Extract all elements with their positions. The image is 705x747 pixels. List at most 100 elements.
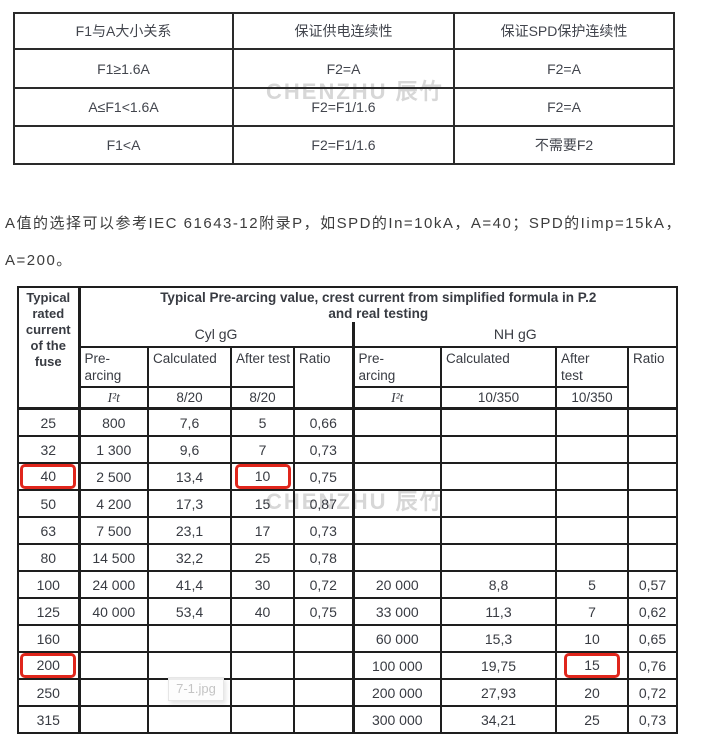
unit-cyl-aftertest-waveform: 8/20 bbox=[230, 386, 295, 410]
table-row: 250 200 000 27,93 20 0,72 bbox=[17, 678, 679, 707]
cell-cyl-calculated: 53,4 bbox=[147, 597, 232, 626]
cell-rated-current: 125 bbox=[17, 597, 81, 626]
cell-cyl-prearcing: 7 500 bbox=[78, 516, 149, 545]
cell-nh-ratio bbox=[626, 489, 679, 518]
cell-nh-calculated bbox=[440, 543, 557, 572]
table-row: 200 100 000 19,75 15 0,76 bbox=[17, 651, 679, 680]
subheader-nh-ratio: Ratio bbox=[626, 346, 679, 410]
f1-a-relation-table: F1与A大小关系 保证供电连续性 保证SPD保护连续性 F1≥1.6A F2=A… bbox=[13, 12, 675, 165]
table-row: 160 60 000 15,3 10 0,65 bbox=[17, 624, 679, 653]
cell-nh-ratio bbox=[626, 462, 679, 491]
cell-nh-calculated bbox=[440, 462, 557, 491]
red-highlight-box: 40 bbox=[20, 464, 77, 489]
cell-nh-calculated: 19,75 bbox=[440, 651, 557, 680]
cell-nh-aftertest-highlighted: 15 bbox=[555, 651, 629, 680]
cell-rated-current: 63 bbox=[17, 516, 81, 545]
cell-cyl-calculated: 32,2 bbox=[147, 543, 232, 572]
unit-nh-aftertest-waveform: 10/350 bbox=[555, 386, 629, 410]
cell-nh-prearcing bbox=[352, 489, 442, 518]
cell-cyl-ratio: 0,75 bbox=[293, 462, 355, 491]
cell-cyl-aftertest: 15 bbox=[230, 489, 295, 518]
cell-nh-aftertest bbox=[555, 516, 629, 545]
cell-nh-aftertest: 5 bbox=[555, 570, 629, 599]
cell-rated-current: 160 bbox=[17, 624, 81, 653]
cell-nh-calculated bbox=[440, 435, 557, 464]
cell-cyl-aftertest: 7 bbox=[230, 435, 295, 464]
cell-nh-ratio bbox=[626, 407, 679, 437]
relation-header-f1-a: F1与A大小关系 bbox=[13, 12, 234, 50]
table-row: 50 4 200 17,3 15 0,87 bbox=[17, 489, 679, 518]
red-highlight-box: 10 bbox=[234, 464, 291, 489]
cell-nh-ratio bbox=[626, 543, 679, 572]
relation-cell: F2=A bbox=[232, 48, 455, 89]
cell-cyl-ratio: 0,73 bbox=[293, 435, 355, 464]
paragraph-line: A=200。 bbox=[5, 252, 73, 269]
relation-cell: F2=F1/1.6 bbox=[232, 87, 455, 127]
cell-rated-current: 315 bbox=[17, 705, 81, 734]
table-row: 315 300 000 34,21 25 0,73 bbox=[17, 705, 679, 734]
group-header-cyl-gg: Cyl gG bbox=[78, 322, 355, 348]
table-row: 100 24 000 41,4 30 0,72 20 000 8,8 5 0,5… bbox=[17, 570, 679, 599]
cell-cyl-calculated: 9,6 bbox=[147, 435, 232, 464]
cell-cyl-calculated bbox=[147, 651, 232, 680]
unit-cyl-i2t: I²t bbox=[78, 386, 149, 410]
cell-cyl-aftertest: 17 bbox=[230, 516, 295, 545]
cell-rated-current-highlighted: 200 bbox=[17, 651, 81, 680]
cell-nh-prearcing: 200 000 bbox=[352, 678, 442, 707]
cell-rated-current: 25 bbox=[17, 407, 81, 437]
cell-nh-aftertest: 7 bbox=[555, 597, 629, 626]
table-row: 25 800 7,6 5 0,66 bbox=[17, 407, 679, 437]
relation-cell: A≤F1<1.6A bbox=[13, 87, 234, 127]
cell-nh-aftertest bbox=[555, 543, 629, 572]
cell-cyl-aftertest-highlighted: 10 bbox=[230, 462, 295, 491]
subheader-cyl-aftertest: After test bbox=[230, 346, 295, 388]
cell-cyl-aftertest bbox=[230, 705, 295, 734]
relation-header-power-continuity: 保证供电连续性 bbox=[232, 12, 455, 50]
cell-cyl-calculated: 17,3 bbox=[147, 489, 232, 518]
subheader-cyl-calculated: Calculated bbox=[147, 346, 232, 388]
cell-nh-aftertest: 25 bbox=[555, 705, 629, 734]
cell-nh-aftertest bbox=[555, 435, 629, 464]
cell-cyl-aftertest: 5 bbox=[230, 407, 295, 437]
cell-cyl-calculated bbox=[147, 705, 232, 734]
cell-cyl-aftertest bbox=[230, 678, 295, 707]
cell-cyl-prearcing: 1 300 bbox=[78, 435, 149, 464]
cell-nh-aftertest: 10 bbox=[555, 624, 629, 653]
cell-cyl-ratio: 0,78 bbox=[293, 543, 355, 572]
cell-cyl-ratio bbox=[293, 651, 355, 680]
relation-cell: F1≥1.6A bbox=[13, 48, 234, 89]
unit-cyl-calculated-waveform: 8/20 bbox=[147, 386, 232, 410]
subheader-cyl-prearcing: Pre-arcing bbox=[78, 346, 149, 388]
fuse-subheader-row: Pre-arcing Calculated After test Ratio P… bbox=[18, 346, 679, 410]
cell-cyl-calculated: 7,6 bbox=[147, 407, 232, 437]
table-row: A≤F1<1.6A F2=F1/1.6 F2=A bbox=[13, 87, 675, 127]
fuse-table-title: Typical Pre-arcing value, crest current … bbox=[77, 286, 679, 322]
fuse-title-line1: Typical Pre-arcing value, crest current … bbox=[160, 290, 597, 305]
table-row: 40 2 500 13,4 10 0,75 bbox=[17, 462, 679, 491]
cell-nh-prearcing: 33 000 bbox=[352, 597, 442, 626]
paragraph-line: A值的选择可以参考IEC 61643-12附录P，如SPD的In=10kA，A=… bbox=[5, 215, 682, 232]
cell-nh-calculated: 34,21 bbox=[440, 705, 557, 734]
cell-cyl-prearcing bbox=[78, 705, 149, 734]
cell-cyl-aftertest bbox=[230, 651, 295, 680]
cell-nh-prearcing bbox=[352, 435, 442, 464]
cell-cyl-prearcing: 40 000 bbox=[78, 597, 149, 626]
cell-rated-current: 250 bbox=[17, 678, 81, 707]
red-highlight-box: 200 bbox=[20, 653, 77, 678]
cell-rated-current: 32 bbox=[17, 435, 81, 464]
fuse-corner-header: Typical rated current of the fuse bbox=[17, 286, 81, 410]
cell-nh-prearcing: 100 000 bbox=[352, 651, 442, 680]
relation-cell: 不需要F2 bbox=[453, 125, 675, 165]
subheader-nh-aftertest: After test bbox=[555, 346, 629, 388]
subheader-nh-calculated: Calculated bbox=[440, 346, 557, 388]
cell-cyl-prearcing bbox=[78, 624, 149, 653]
cell-nh-aftertest bbox=[555, 489, 629, 518]
cell-nh-ratio: 0,57 bbox=[626, 570, 679, 599]
cell-cyl-prearcing: 800 bbox=[78, 407, 149, 437]
cell-cyl-ratio: 0,72 bbox=[293, 570, 355, 599]
fuse-unit-row: I²t 8/20 8/20 I²t 10/350 10/350 bbox=[18, 386, 677, 410]
cell-nh-ratio bbox=[626, 435, 679, 464]
relation-cell: F2=A bbox=[453, 48, 675, 89]
cell-cyl-calculated: 13,4 bbox=[147, 462, 232, 491]
